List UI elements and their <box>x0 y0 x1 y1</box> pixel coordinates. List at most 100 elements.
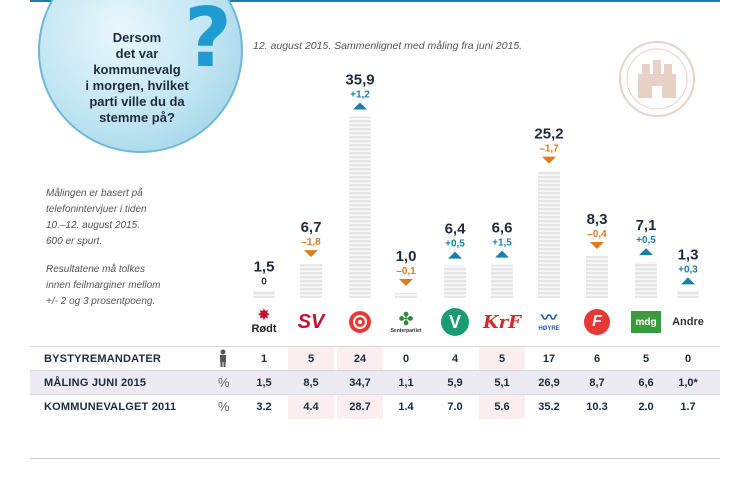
bar-0 <box>253 290 275 298</box>
sv-logo: SV <box>297 310 325 333</box>
bar-4 <box>444 265 466 298</box>
table-cell: 5 <box>642 353 650 365</box>
table-cell: 4 <box>451 353 459 365</box>
method-note: Målingen er basert på telefonintervjuer … <box>46 186 236 250</box>
method-note-line: 10.–12. august 2015. <box>46 220 140 231</box>
table-cell: 17 <box>542 353 556 365</box>
infographic: ? Dersom det var kommunevalg i morgen, h… <box>30 0 720 425</box>
change-label: +0,3 <box>678 264 698 275</box>
change-label: –1,8 <box>301 237 321 248</box>
value-label: 1,5 <box>254 258 275 275</box>
table-cell: 26,9 <box>538 377 560 389</box>
table-row: KOMMUNEVALGET 2011% 3.2 4.4 28.7 1.4 7.0 5.6 35… <box>30 394 720 419</box>
table-cell: 0 <box>402 353 410 365</box>
margin-note-line: Resultatene må tolkes <box>46 264 145 275</box>
results-table: BYSTYREMANDATER 1 5 24 0 4 5 17 6 5 0 MÅLING JUNI 2… <box>30 346 720 419</box>
method-note-line: telefonintervjuer i tiden <box>46 204 147 215</box>
mdg-logo: mdg <box>627 303 665 341</box>
change-label: +1,5 <box>492 238 512 249</box>
question-mark-icon: ? <box>184 0 232 86</box>
bar-1 <box>300 264 322 298</box>
change-label: –1,7 <box>539 144 559 155</box>
bar-8 <box>635 262 657 298</box>
value-label: 25,2 <box>534 126 563 143</box>
change-label: 0 <box>261 276 267 287</box>
andre-logo: Andre <box>672 316 704 328</box>
table-cell: 1,1 <box>398 377 414 389</box>
question-line: i morgen, hvilket <box>85 78 189 93</box>
change-arrow-down <box>590 242 604 250</box>
question-line: stemme på? <box>99 110 175 125</box>
table-cell: 6,6 <box>638 377 654 389</box>
table-cell: 1 <box>260 353 268 365</box>
change-label: +1,2 <box>350 90 370 101</box>
krf-logo: KrF <box>483 311 521 333</box>
table-cell: 0 <box>684 353 692 365</box>
change-arrow-up <box>353 102 367 110</box>
city-seal-icon <box>619 41 695 117</box>
question-line: det var <box>115 46 159 61</box>
unit-label: % <box>218 375 230 390</box>
page-divider <box>30 458 720 459</box>
frp-logo: F <box>578 303 616 341</box>
column-tint <box>479 395 525 419</box>
table-cell: 1,0* <box>678 377 698 389</box>
table-cell: 5 <box>307 353 315 365</box>
sp-logo: ✤ Senterpartiet <box>390 309 422 334</box>
value-label: 1,3 <box>678 246 699 263</box>
value-label: 7,1 <box>636 217 657 234</box>
rodt-logo: ✸ Rødt <box>251 307 277 336</box>
value-label: 6,4 <box>445 221 467 238</box>
row-label: MÅLING JUNI 2015 <box>44 377 147 389</box>
table-cell: 8,7 <box>589 377 605 389</box>
unit-label: % <box>218 399 230 414</box>
question-text: Dersom det var kommunevalg i morgen, hvi… <box>52 30 222 126</box>
bar-chart: 01,5–1,86,7+1,235,9–0,11,0+0,56,4+1,56,6… <box>253 72 699 298</box>
change-label: +0,5 <box>445 239 465 250</box>
table-cell: 5,1 <box>494 377 510 389</box>
table-cell: 5.6 <box>494 401 510 413</box>
column-tint <box>288 395 334 419</box>
table-cell: 7.0 <box>447 401 463 413</box>
table-cell: 28.7 <box>349 401 371 413</box>
bar-7 <box>586 256 608 298</box>
change-arrow-up <box>495 250 509 258</box>
margin-note-line: +/- 2 og 3 prosentpoeng. <box>46 296 156 307</box>
margin-note: Resultatene må tolkes innen feilmarginer… <box>46 262 236 310</box>
change-label: +0,5 <box>636 235 656 246</box>
table-cell: 1.4 <box>398 401 414 413</box>
change-label: –0,4 <box>587 229 607 240</box>
bar-3 <box>395 292 417 298</box>
column-tint <box>337 395 383 419</box>
hoyre-logo: 〰 HØYRE <box>538 310 560 333</box>
person-icon <box>218 349 228 370</box>
value-label: 35,9 <box>345 72 374 89</box>
table-cell: 5 <box>498 353 506 365</box>
column-tint <box>288 347 334 371</box>
table-cell: 10.3 <box>586 401 608 413</box>
ap-logo <box>341 303 379 341</box>
value-label: 8,3 <box>587 211 608 228</box>
change-arrow-up <box>448 251 462 259</box>
bar-6 <box>538 170 560 298</box>
question-line: Dersom <box>112 30 162 45</box>
change-arrow-down <box>399 278 413 286</box>
chart-subtitle: 12. august 2015. Sammenlignet med måling… <box>253 40 523 52</box>
value-label: 1,0 <box>396 248 417 265</box>
question-line: kommunevalg <box>93 62 181 77</box>
table-cell: 3.2 <box>256 401 272 413</box>
table-cell: 8,5 <box>303 377 319 389</box>
column-tint <box>479 347 525 371</box>
value-label: 6,7 <box>301 219 322 236</box>
row-label: BYSTYREMANDATER <box>44 353 162 365</box>
table-cell: 35.2 <box>538 401 560 413</box>
change-arrow-up <box>681 277 695 285</box>
table-cell: 5,9 <box>447 377 463 389</box>
top-rule <box>30 0 720 2</box>
change-arrow-down <box>542 156 556 164</box>
table-cell: 6 <box>593 353 601 365</box>
table-cell: 1,5 <box>256 377 272 389</box>
change-label: –0,1 <box>396 266 416 277</box>
table-cell: 1.7 <box>680 401 696 413</box>
change-arrow-up <box>639 248 653 256</box>
